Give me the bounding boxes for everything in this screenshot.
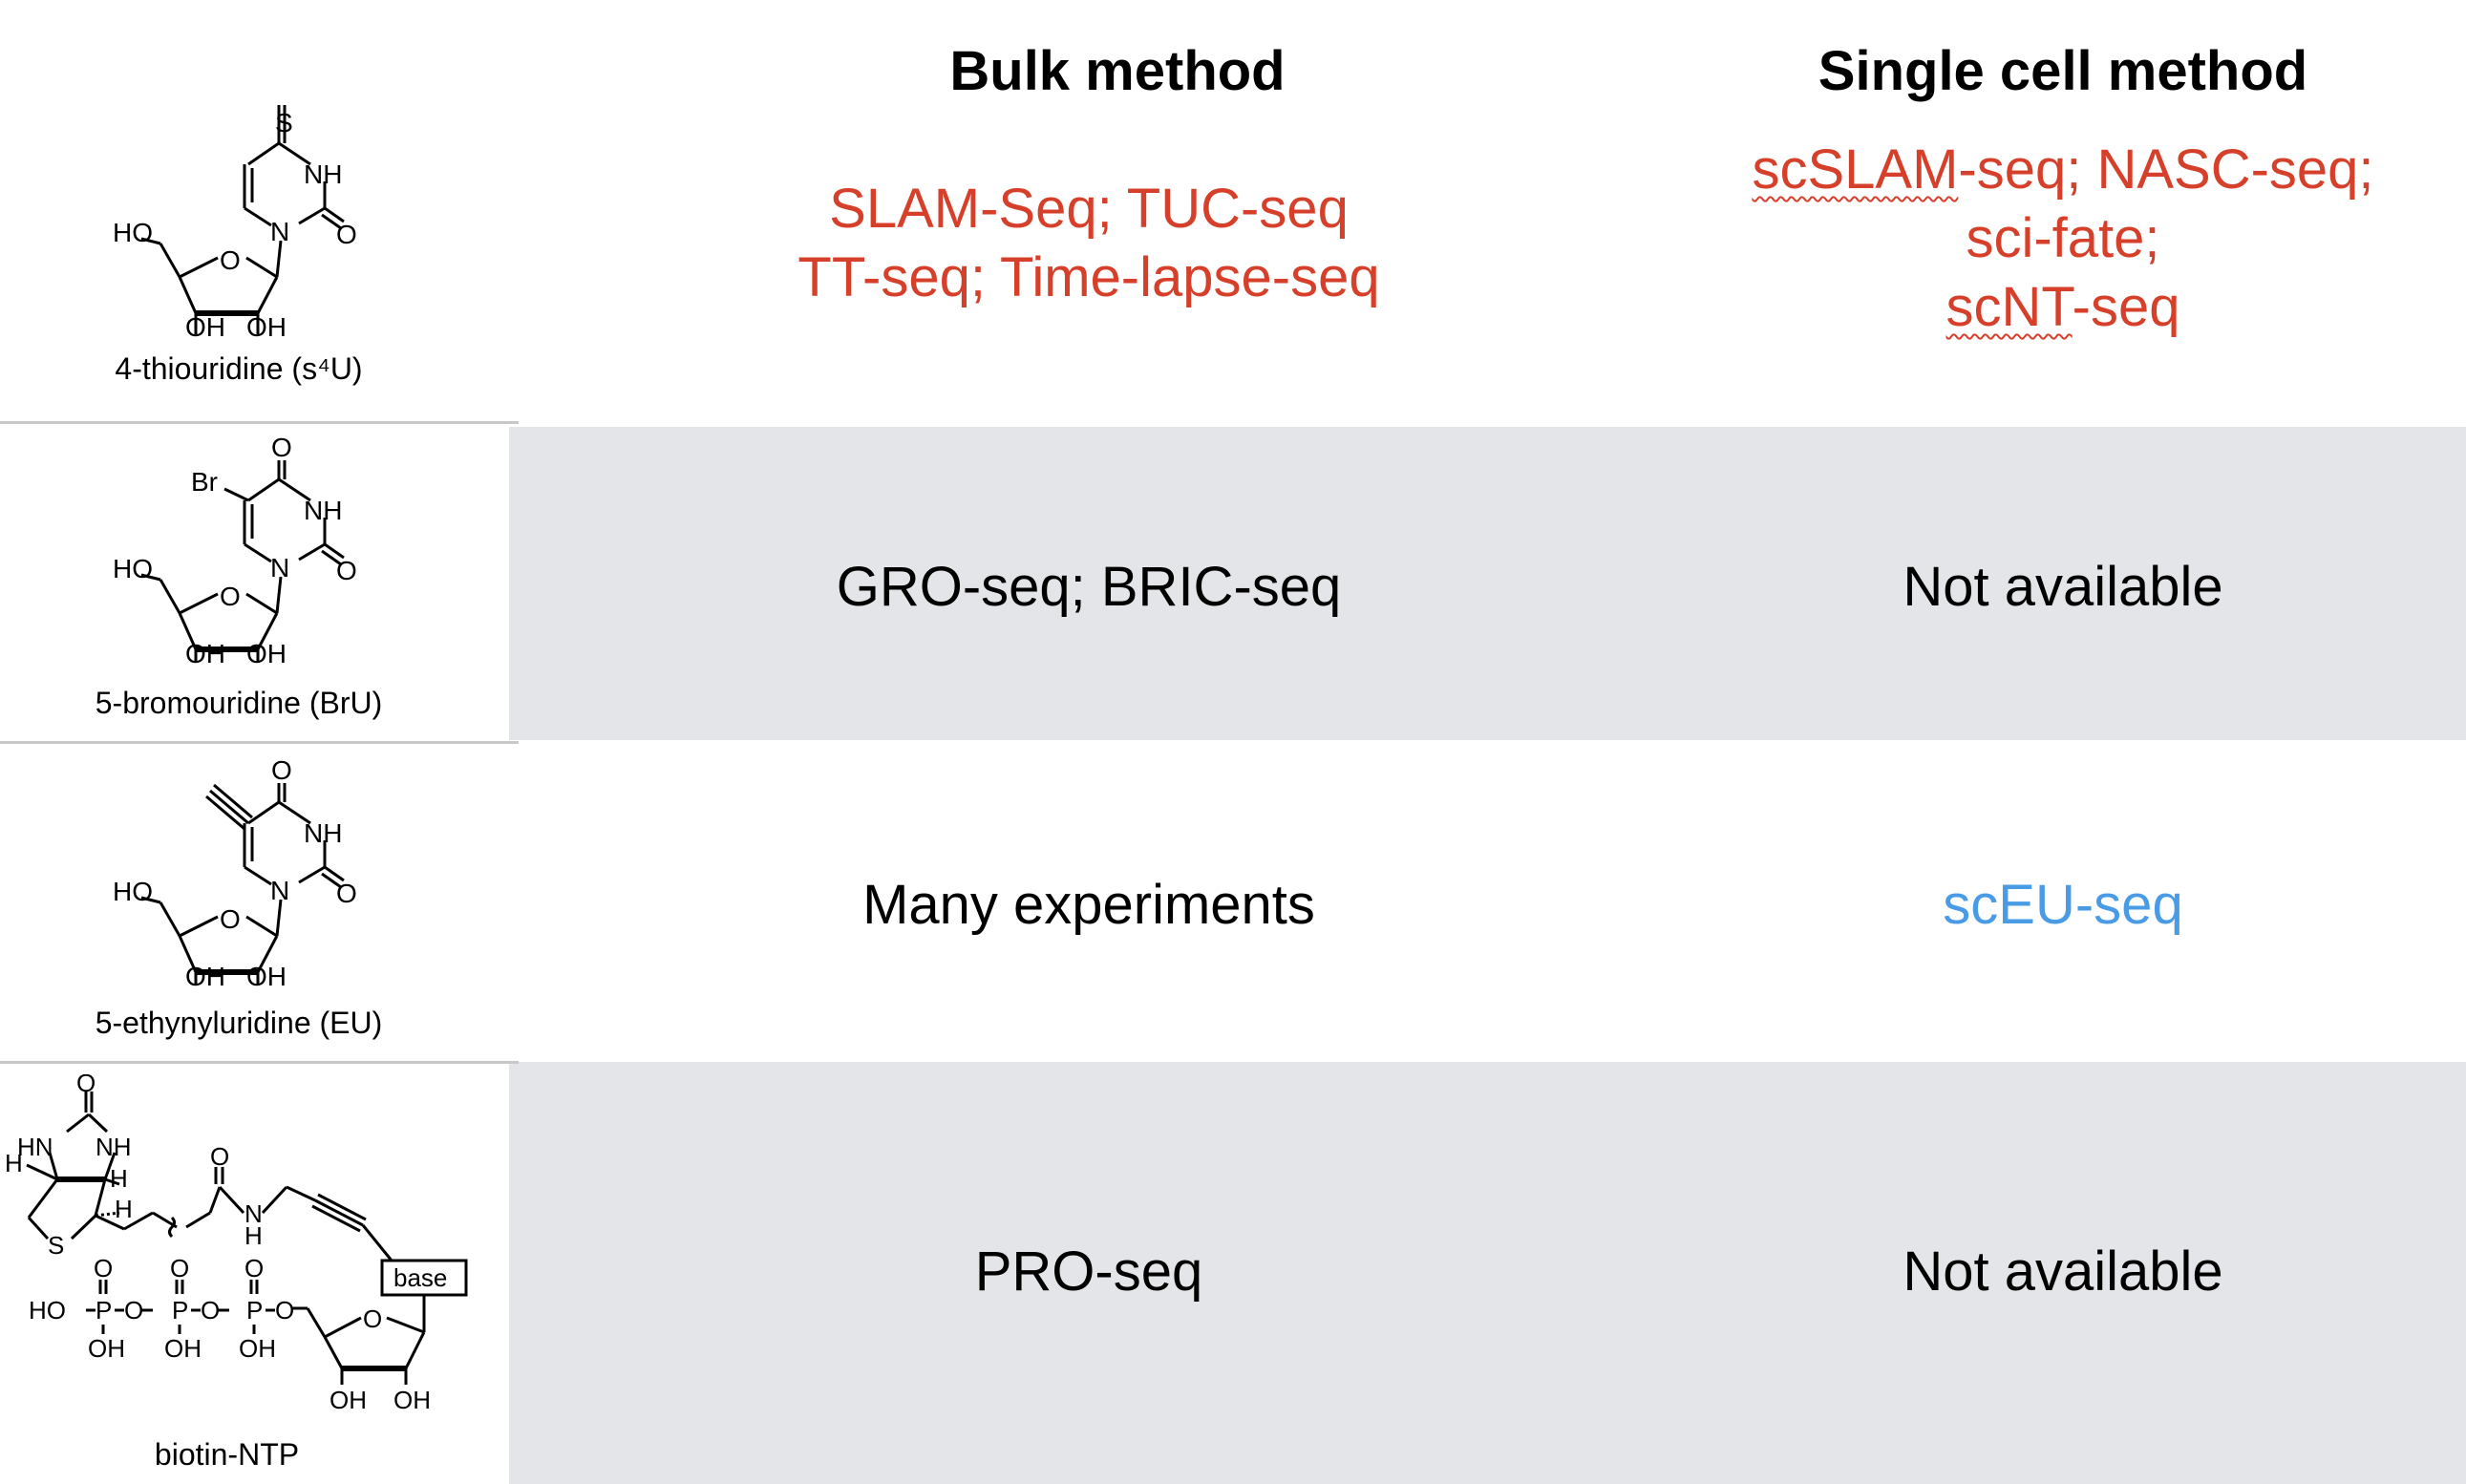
- misspelled-word: scNT: [1945, 276, 2073, 338]
- single-cell-line: sci-fate;: [1966, 207, 2160, 269]
- bulk-text: GRO-seq; BRIC-seq: [836, 556, 1342, 618]
- bru-structure: O Br NH N O HO O OH OH: [0, 432, 478, 685]
- atom-br: Br: [191, 467, 218, 497]
- row-band-bru: [509, 427, 2466, 740]
- atom-ho: HO: [113, 877, 153, 906]
- single-cell-text: scEU-seq: [1943, 874, 2183, 936]
- atom-p: P: [96, 1296, 112, 1325]
- atom-hn: HN: [17, 1133, 53, 1161]
- atom-o: O: [76, 1074, 96, 1097]
- atom-s: S: [48, 1231, 64, 1260]
- atom-oh: OH: [164, 1334, 202, 1363]
- base-box-label: base: [393, 1263, 447, 1292]
- atom-ring-o: O: [220, 582, 241, 611]
- biotin-ntp-structure: O HN NH H H H S O N H base HO P O P O P …: [0, 1074, 509, 1447]
- atom-p: P: [246, 1296, 263, 1325]
- atom-o: O: [336, 879, 357, 908]
- bulk-cell-biotin: PRO-seq: [726, 1234, 1452, 1310]
- bulk-line: SLAM-Seq; TUC-seq: [829, 178, 1349, 240]
- bulk-method-header: Bulk method: [949, 40, 1286, 102]
- atom-h: H: [244, 1221, 263, 1250]
- atom-nh: NH: [96, 1133, 132, 1161]
- compound-name-eu: 5-ethynyluridine (EU): [95, 1006, 383, 1040]
- atom-p: P: [172, 1296, 188, 1325]
- atom-oh: OH: [88, 1334, 125, 1363]
- atom-oh: OH: [185, 639, 225, 668]
- atom-h: H: [115, 1195, 133, 1223]
- atom-o: O: [124, 1296, 143, 1325]
- row-divider: [0, 421, 519, 424]
- atom-oh: OH: [246, 962, 287, 991]
- atom-ring-o: O: [220, 245, 241, 275]
- row-divider: [0, 741, 519, 744]
- atom-o: O: [271, 755, 292, 785]
- atom-ho: HO: [113, 554, 153, 583]
- atom-nh: NH: [304, 818, 342, 848]
- bulk-cell-s4u: SLAM-Seq; TUC-seq TT-seq; Time-lapse-seq: [726, 172, 1452, 315]
- single-cell-biotin: Not available: [1681, 1234, 2445, 1310]
- single-cell-text: -seq; NASC-seq;: [1958, 138, 2374, 201]
- atom-o: O: [94, 1254, 113, 1283]
- single-cell-line: scSLAM-seq; NASC-seq;: [1752, 136, 2373, 204]
- atom-oh: OH: [246, 312, 287, 342]
- bulk-cell-bru: GRO-seq; BRIC-seq: [726, 549, 1452, 625]
- single-cell-text: -seq: [2072, 276, 2180, 338]
- atom-o: O: [336, 556, 357, 585]
- atom-ring-o: O: [363, 1304, 382, 1333]
- atom-o: O: [336, 220, 357, 249]
- bulk-text: Many experiments: [862, 874, 1315, 936]
- atom-h: H: [110, 1164, 128, 1193]
- bulk-line: TT-seq; Time-lapse-seq: [797, 246, 1380, 308]
- atom-ho: HO: [113, 218, 153, 247]
- compound-name-biotin-ntp: biotin-NTP: [154, 1437, 300, 1472]
- bulk-cell-eu: Many experiments: [726, 867, 1452, 943]
- atom-o: O: [201, 1296, 220, 1325]
- atom-ring-o: O: [220, 904, 241, 934]
- s4u-structure: S NH N O HO O OH OH: [0, 95, 478, 372]
- compound-name-bru: 5-bromouridine (BrU): [95, 686, 383, 720]
- atom-o: O: [170, 1254, 189, 1283]
- atom-ho: HO: [29, 1296, 66, 1325]
- single-cell-text: Not available: [1903, 1240, 2223, 1303]
- single-cell-text: Not available: [1903, 556, 2223, 618]
- atom-n: N: [270, 217, 289, 246]
- single-cell-bru: Not available: [1681, 549, 2445, 625]
- atom-n: N: [270, 553, 289, 583]
- atom-n: N: [244, 1199, 263, 1228]
- atom-oh: OH: [239, 1334, 276, 1363]
- row-divider: [0, 1061, 519, 1064]
- compound-name-s4u: 4-thiouridine (s⁴U): [115, 351, 363, 386]
- single-cell-s4u: scSLAM-seq; NASC-seq; sci-fate; scNT-seq: [1681, 134, 2445, 344]
- atom-h: H: [5, 1149, 23, 1177]
- atom-oh: OH: [246, 639, 287, 668]
- single-cell-line: scNT-seq: [1946, 273, 2180, 342]
- atom-o: O: [271, 433, 292, 462]
- misspelled-word: scSLAM: [1752, 138, 1959, 201]
- bulk-text: PRO-seq: [974, 1240, 1203, 1303]
- atom-oh: OH: [185, 312, 225, 342]
- single-cell-method-header: Single cell method: [1818, 40, 2308, 102]
- atom-o: O: [210, 1142, 229, 1171]
- atom-oh: OH: [393, 1386, 431, 1414]
- atom-nh: NH: [304, 159, 342, 189]
- atom-n: N: [270, 876, 289, 905]
- atom-oh: OH: [330, 1386, 367, 1414]
- atom-o: O: [244, 1254, 264, 1283]
- atom-oh: OH: [185, 962, 225, 991]
- single-cell-eu: scEU-seq: [1681, 867, 2445, 943]
- atom-nh: NH: [304, 496, 342, 525]
- atom-s: S: [275, 108, 293, 138]
- eu-structure: O NH N O HO O OH OH: [0, 754, 478, 1007]
- atom-o: O: [275, 1296, 294, 1325]
- row-band-biotin: [509, 1062, 2466, 1484]
